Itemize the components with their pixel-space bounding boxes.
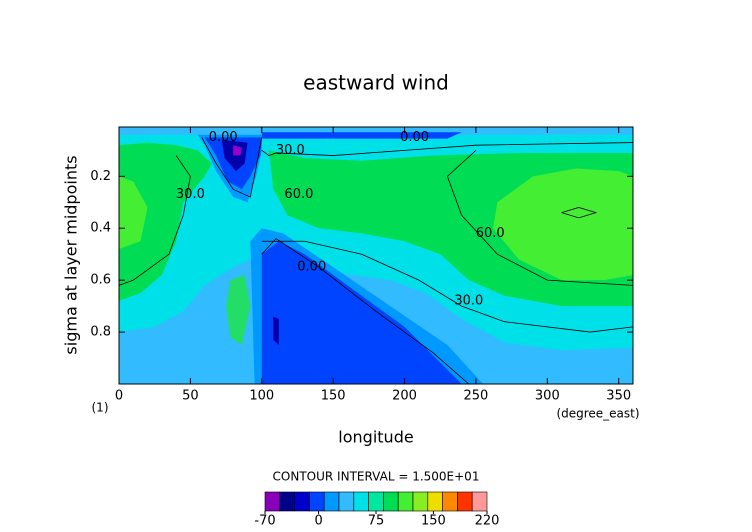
- contour-line: [201, 137, 263, 198]
- contour-region: [493, 168, 633, 281]
- x-units: (degree_east): [556, 407, 639, 421]
- contour-region: [119, 176, 148, 250]
- colorbar-swatch: [412, 491, 429, 512]
- x-tick-label: 100: [249, 389, 274, 404]
- plot-frame: [118, 126, 634, 385]
- contour-region: [261, 132, 462, 139]
- contour-line: [446, 150, 633, 286]
- y-tick-label: 0.4: [90, 221, 111, 236]
- x-tick-label: 50: [182, 389, 199, 404]
- contour-label: 0.00: [400, 130, 429, 145]
- contour-label: 60.0: [284, 187, 313, 202]
- x-tick-label: 350: [606, 389, 631, 404]
- contour-region: [233, 145, 242, 156]
- contour-label: 30.0: [454, 293, 483, 308]
- colorbar-swatch: [323, 491, 340, 512]
- contour-region: [226, 274, 251, 346]
- contour-label: 30.0: [276, 143, 305, 158]
- colorbar-tick-label: -70: [254, 514, 275, 529]
- contour-region: [261, 241, 462, 384]
- contour-line: [561, 207, 598, 219]
- colorbar-swatch: [368, 491, 384, 512]
- contour-label: 60.0: [476, 226, 505, 241]
- contour-line: [261, 142, 633, 157]
- colorbar-swatch: [457, 491, 473, 512]
- y-tick-label: 0.2: [90, 169, 111, 184]
- contour-label: 30.0: [176, 187, 205, 202]
- colorbar-swatch: [279, 491, 295, 512]
- x-axis-label: longitude: [338, 428, 413, 447]
- corner-label: (1): [92, 401, 109, 415]
- contour-note: CONTOUR INTERVAL = 1.500E+01: [273, 470, 480, 484]
- contour-region: [119, 142, 212, 301]
- colorbar-swatch: [338, 491, 355, 512]
- x-tick-label: 0: [115, 389, 123, 404]
- x-tick-label: 300: [535, 389, 560, 404]
- x-tick-label: 150: [321, 389, 346, 404]
- colorbar-swatch: [397, 491, 414, 512]
- contour-label: 0.00: [209, 130, 238, 145]
- colorbar-tick-label: 0: [314, 514, 322, 529]
- contour-label: 0.00: [297, 260, 326, 275]
- colorbar-swatch: [442, 491, 458, 512]
- colorbar-swatch: [294, 491, 310, 512]
- colorbar-swatch: [264, 491, 281, 512]
- contour-line: [261, 240, 633, 333]
- contour-region: [273, 316, 279, 346]
- colorbar-swatch: [383, 491, 399, 512]
- contour-line: [261, 238, 470, 384]
- colorbar-swatch: [309, 491, 325, 512]
- y-tick-label: 0.8: [90, 325, 111, 340]
- chart-title: eastward wind: [303, 71, 449, 95]
- contour-line: [119, 155, 191, 286]
- colorbar-tick-label: 75: [368, 514, 385, 529]
- colorbar-swatch: [353, 491, 369, 512]
- colorbar-swatch: [471, 491, 488, 512]
- x-tick-label: 250: [464, 389, 489, 404]
- colorbar-tick-label: 150: [421, 514, 446, 529]
- colorbar-swatch: [427, 491, 443, 512]
- y-tick-label: 0.6: [90, 273, 111, 288]
- y-axis-label: sigma at layer midpoints: [62, 155, 81, 354]
- x-tick-label: 200: [392, 389, 417, 404]
- colorbar-tick-label: 220: [475, 514, 500, 529]
- plot-area: 0.00 0.00 30.0 30.0 60.0 60.0 0.00 30.0: [119, 127, 633, 384]
